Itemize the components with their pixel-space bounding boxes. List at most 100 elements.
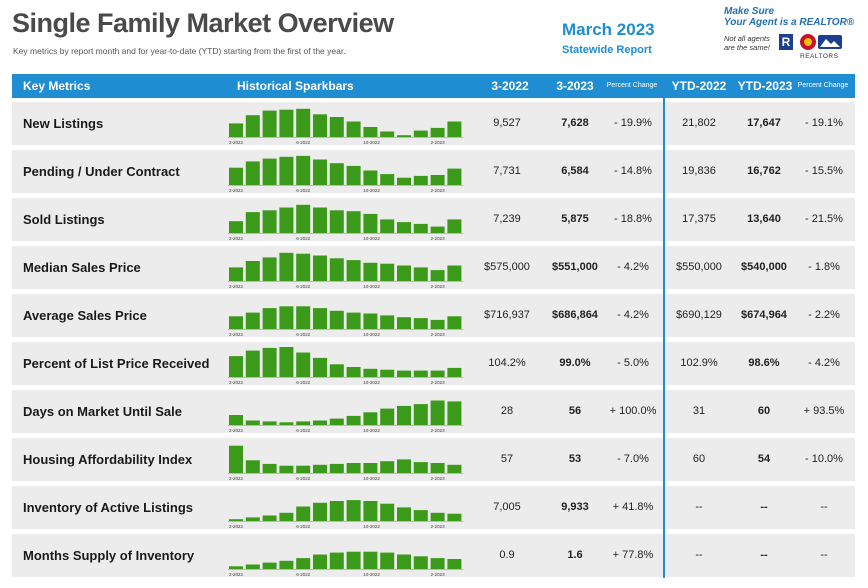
realtor-tagline: Make Sure Your Agent is a REALTOR® [724, 6, 854, 28]
page-title: Single Family Market Overview [12, 8, 394, 38]
sparkbar-bar [380, 263, 395, 281]
curr-value: 9,933 [561, 501, 589, 513]
sparkbar-bar [296, 108, 311, 137]
ytd-curr-value: 60 [757, 405, 771, 417]
sparkbar-bar [447, 316, 462, 329]
pct-change-value: - 19.9% [614, 117, 652, 129]
sparkbar-bar [430, 226, 445, 233]
sparkbar-bar [346, 165, 361, 185]
metric-name: Months Supply of Inventory [23, 548, 195, 563]
col-prev-month: 3-2022 [491, 79, 529, 93]
sparkbar-bar [447, 559, 462, 569]
ytd-prev-value: -- [695, 501, 703, 513]
sparkbar-bar [279, 306, 294, 329]
sparkbar-bar [262, 421, 277, 425]
ytd-pct-change-value: - 10.0% [805, 453, 843, 465]
sparkbar-tick-label: 2-2022 [229, 524, 244, 529]
prev-value: 9,527 [493, 117, 521, 129]
sparkbar-tick-label: 10-2022 [363, 476, 380, 481]
sparkbar-bar [229, 356, 243, 377]
sparkbar-bar [262, 347, 277, 377]
sparkbar-bar [329, 364, 344, 377]
sparkbar-bar [363, 213, 378, 233]
sparkbar-bar [245, 460, 260, 473]
ytd-curr-value: $674,964 [741, 309, 787, 321]
sparkbar-bar [313, 308, 327, 329]
sparkbar-bar [413, 318, 428, 329]
sparkbar-bar [363, 412, 378, 425]
ytd-prev-value: 21,802 [682, 117, 716, 129]
table-row: Median Sales Price 2-2022 6-2022 10-2022 2-… [12, 246, 855, 289]
sparkbar-bar [245, 312, 260, 329]
tagline-line-2: Your Agent is a REALTOR® [724, 17, 855, 28]
sparkbar-tick-label: 6-2022 [296, 572, 311, 577]
sparkbar-tick-label: 10-2022 [363, 428, 380, 433]
sparkbar-tick-label: 2-2022 [229, 188, 244, 193]
curr-value: $686,864 [552, 309, 598, 321]
ytd-curr-value: 16,762 [747, 165, 781, 177]
col-ytd-prev: YTD-2022 [671, 79, 727, 93]
metric-name: Percent of List Price Received [23, 356, 210, 371]
prev-value: 57 [500, 453, 514, 465]
sparkbar-bar [430, 512, 445, 521]
sparkbar-tick-label: 2-2022 [229, 140, 244, 145]
sparkbar-bar [296, 306, 311, 329]
metric-name: Housing Affordability Index [23, 452, 193, 467]
sparkbar-chart: 2-2022 6-2022 10-2022 2-2023 [228, 306, 464, 337]
sparkbar-bar [397, 507, 411, 521]
sparkbar-tick-label: 10-2022 [363, 524, 380, 529]
ytd-curr-value: -- [760, 501, 768, 513]
sparkbar-tick-label: 2-2023 [431, 572, 446, 577]
sparkbar-bar [245, 420, 260, 425]
metric-name: Average Sales Price [23, 308, 147, 323]
prev-value: 104.2% [488, 357, 526, 369]
ytd-pct-change-value: -- [820, 501, 828, 513]
ytd-curr-value: 13,640 [747, 213, 781, 225]
sparkbar-tick-label: 6-2022 [296, 332, 311, 337]
sparkbar-tick-label: 2-2022 [229, 572, 244, 577]
pct-change-value: - 18.8% [614, 213, 652, 225]
sparkbar-bar [346, 312, 361, 329]
sparkbar-bar [279, 422, 294, 425]
sparkbar-bar [363, 170, 378, 185]
metric-name: Pending / Under Contract [23, 164, 180, 179]
sparkbar-tick-label: 10-2022 [363, 236, 380, 241]
col-sparkbars: Historical Sparkbars [237, 79, 354, 93]
ytd-curr-value: 98.6% [748, 357, 780, 369]
sparkbar-bar [397, 459, 411, 473]
sparkbar-bar [447, 121, 462, 137]
sparkbar-tick-label: 2-2023 [431, 524, 446, 529]
curr-value: 56 [568, 405, 582, 417]
sparkbar-bar [363, 463, 378, 473]
table-row: Sold Listings 2-2022 6-2022 10-2022 2-2023 … [12, 198, 855, 241]
ytd-prev-value: 31 [692, 405, 706, 417]
metric-name: Inventory of Active Listings [23, 500, 193, 515]
prev-value: 0.9 [499, 549, 515, 561]
ytd-prev-value: $550,000 [676, 261, 722, 273]
sparkbar-bar [346, 551, 361, 569]
curr-value: 7,628 [561, 117, 589, 129]
sparkbar-bar [229, 415, 243, 425]
sparkbar-bar [229, 445, 243, 473]
sparkbar-bar [229, 267, 243, 281]
sparkbar-bar [313, 255, 327, 281]
sparkbar-bar [245, 564, 260, 569]
table-row: Percent of List Price Received 2-2022 6-2… [12, 342, 855, 385]
sparkbar-bar [329, 552, 344, 569]
sparkbar-chart: 2-2022 6-2022 10-2022 2-2023 [228, 445, 464, 481]
page-subtitle: Key metrics by report month and for year… [13, 46, 346, 56]
org-name: REALTORS [800, 53, 839, 60]
sparkbar-bar [296, 558, 311, 569]
sparkbar-bar [329, 210, 344, 233]
sparkbar-bar [380, 552, 395, 569]
sparkbar-bar [447, 513, 462, 521]
colorado-realtors-logo-icon [800, 34, 842, 50]
sparkbar-bar [413, 175, 428, 185]
sparkbar-tick-label: 6-2022 [296, 428, 311, 433]
ytd-prev-value: 60 [692, 453, 706, 465]
sparkbar-bar [363, 368, 378, 377]
sparkbar-chart: 2-2022 6-2022 10-2022 2-2023 [228, 204, 464, 241]
sparkbar-bar [313, 464, 327, 473]
metric-name: Sold Listings [23, 212, 105, 227]
ytd-prev-value: -- [695, 549, 703, 561]
